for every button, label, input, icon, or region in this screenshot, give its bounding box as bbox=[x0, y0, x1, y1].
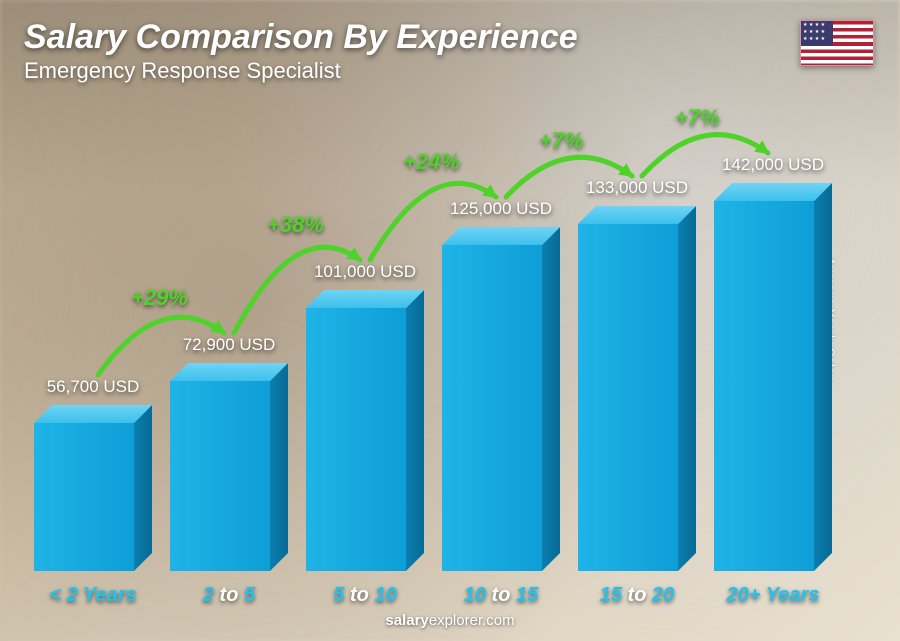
category-label: 20+ Years bbox=[727, 584, 820, 607]
value-label: 125,000 USD bbox=[450, 199, 552, 219]
bar-slot: 133,000 USD15 to 20 bbox=[578, 156, 696, 571]
category-label: 2 to 5 bbox=[203, 584, 255, 607]
bar-side bbox=[814, 183, 832, 571]
category-label: < 2 Years bbox=[49, 584, 136, 607]
increase-pct: +7% bbox=[539, 128, 584, 154]
bar-top bbox=[306, 290, 424, 308]
value-label: 142,000 USD bbox=[722, 155, 824, 175]
bar-chart: 56,700 USD< 2 Years72,900 USD2 to 5101,0… bbox=[30, 101, 850, 571]
bar-slot: 101,000 USD5 to 10 bbox=[306, 240, 424, 571]
bar-side bbox=[406, 290, 424, 571]
bar-front bbox=[578, 224, 678, 571]
category-label: 5 to 10 bbox=[333, 584, 396, 607]
bar-side bbox=[134, 405, 152, 571]
increase-pct: +29% bbox=[131, 285, 188, 311]
bar-slot: 72,900 USD2 to 5 bbox=[170, 313, 288, 571]
bar-front bbox=[442, 245, 542, 571]
value-label: 72,900 USD bbox=[183, 335, 276, 355]
value-label: 56,700 USD bbox=[47, 377, 140, 397]
bar-front bbox=[34, 423, 134, 571]
footer-attribution: salaryexplorer.com bbox=[385, 612, 514, 629]
category-label: 10 to 15 bbox=[464, 584, 539, 607]
bar-top bbox=[578, 206, 696, 224]
value-label: 133,000 USD bbox=[586, 178, 688, 198]
bar-top bbox=[442, 227, 560, 245]
us-flag-icon bbox=[800, 20, 874, 66]
bar-side bbox=[270, 363, 288, 571]
bar-side bbox=[542, 227, 560, 571]
category-label: 15 to 20 bbox=[600, 584, 675, 607]
bar-top bbox=[170, 363, 288, 381]
bar-slot: 56,700 USD< 2 Years bbox=[34, 355, 152, 571]
footer-bold: salary bbox=[385, 612, 428, 629]
value-label: 101,000 USD bbox=[314, 262, 416, 282]
chart-title: Salary Comparison By Experience bbox=[24, 18, 578, 57]
bar-side bbox=[678, 206, 696, 571]
bar-top bbox=[34, 405, 152, 423]
increase-pct: +7% bbox=[675, 105, 720, 131]
footer-rest: explorer.com bbox=[429, 612, 515, 629]
bar-front bbox=[306, 308, 406, 571]
bar-top bbox=[714, 183, 832, 201]
increase-pct: +38% bbox=[267, 212, 324, 238]
bar-front bbox=[170, 381, 270, 571]
increase-pct: +24% bbox=[403, 149, 460, 175]
bar-slot: 125,000 USD10 to 15 bbox=[442, 177, 560, 571]
infographic-stage: Salary Comparison By Experience Emergenc… bbox=[0, 0, 900, 641]
bar-front bbox=[714, 201, 814, 571]
bar-slot: 142,000 USD20+ Years bbox=[714, 133, 832, 571]
chart-subtitle: Emergency Response Specialist bbox=[24, 58, 341, 84]
